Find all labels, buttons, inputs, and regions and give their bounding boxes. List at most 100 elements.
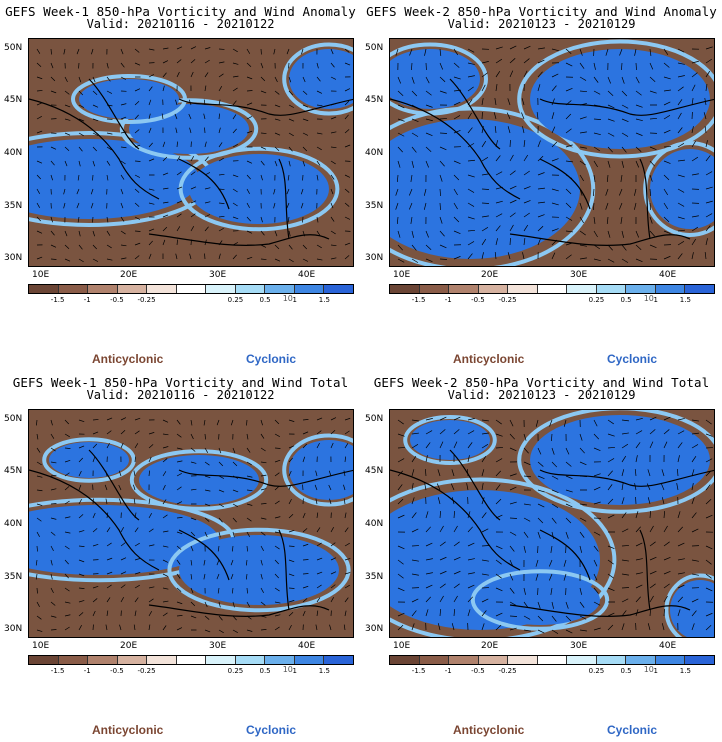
wind-arrow [36, 216, 42, 222]
wind-arrow [148, 624, 151, 631]
wind-arrow [593, 545, 599, 552]
wind-arrow [134, 48, 140, 53]
wind-arrow [120, 76, 127, 80]
wind-arrow [300, 188, 304, 195]
wind-arrow [677, 558, 685, 561]
wind-arrow [481, 252, 484, 260]
wind-arrow [148, 228, 155, 232]
wind-arrow [607, 470, 613, 477]
wind-arrow [230, 419, 234, 426]
wind-arrow [649, 117, 658, 120]
wind-arrow [176, 627, 183, 631]
wind-arrow [649, 570, 657, 575]
wind-arrow [634, 469, 637, 477]
wind-arrow [579, 615, 587, 620]
lat-label: 50N [4, 414, 23, 424]
wind-arrow [621, 545, 630, 547]
wind-arrow [537, 172, 545, 176]
wind-arrow [330, 174, 335, 180]
wind-arrow [148, 240, 153, 246]
wind-arrow [162, 458, 168, 463]
colorbar-tick: 1.5 [679, 296, 691, 304]
wind-arrow [663, 76, 671, 80]
wind-arrow [663, 556, 671, 561]
wind-arrow [120, 230, 126, 235]
wind-arrow [635, 244, 642, 250]
wind-arrow [218, 240, 223, 246]
wind-arrow [635, 542, 643, 547]
wind-arrow [92, 146, 98, 152]
wind-arrow [176, 433, 182, 438]
wind-arrow [190, 71, 194, 78]
wind-arrow [619, 188, 623, 196]
wind-arrow [246, 216, 251, 222]
wind-arrow [411, 76, 415, 84]
wind-arrow [204, 489, 211, 492]
wind-arrow [328, 484, 332, 491]
wind-arrow [605, 48, 609, 56]
wind-arrow [565, 503, 573, 508]
wind-arrow [344, 443, 349, 449]
wind-arrow [551, 615, 557, 622]
wind-arrow [134, 230, 141, 232]
wind-arrow [176, 239, 178, 246]
wind-arrow [120, 62, 125, 68]
wind-arrow [635, 258, 643, 262]
lat-label: 35N [365, 201, 384, 211]
wind-arrow [232, 531, 235, 538]
colorbar-tick: -1 [444, 296, 452, 304]
wind-arrow [106, 571, 113, 575]
wind-arrow [453, 115, 461, 120]
wind-arrow [411, 469, 415, 477]
wind-arrow [535, 419, 539, 427]
wind-arrow [507, 252, 511, 260]
wind-arrow [467, 112, 472, 120]
wind-arrow [77, 174, 80, 181]
wind-arrow [50, 244, 57, 248]
colorbar-swatch [265, 285, 295, 293]
wind-arrow [647, 623, 651, 631]
wind-arrow [705, 213, 713, 218]
wind-arrow [176, 156, 181, 162]
wind-arrow [397, 559, 404, 565]
colorbar-tick: -0.25 [137, 296, 156, 304]
wind-arrow [495, 545, 503, 550]
lon-label: 30E [209, 641, 227, 651]
wind-arrow [106, 104, 113, 107]
wind-arrow [148, 188, 155, 191]
wind-arrow [579, 131, 587, 134]
wind-arrow [453, 441, 458, 449]
colorbar-swatch [537, 656, 568, 664]
colorbar [389, 655, 715, 665]
wind-arrow [397, 258, 405, 263]
wind-arrow [64, 433, 70, 438]
wind-arrow [453, 101, 461, 106]
wind-arrow [343, 470, 346, 477]
wind-arrow [246, 76, 253, 80]
wind-arrow [593, 433, 600, 440]
wind-arrow [621, 118, 629, 123]
wind-arrow [439, 608, 442, 617]
wind-arrow [106, 512, 109, 519]
wind-arrow [90, 202, 94, 209]
wind-arrow [395, 202, 399, 210]
wind-arrow [302, 512, 306, 519]
panel-title: GEFS Week-2 850-hPa Vorticity and Wind A… [366, 4, 717, 19]
wind-arrow [316, 258, 323, 261]
wind-arrow [288, 484, 292, 491]
wind-arrow [439, 216, 443, 224]
wind-arrow [90, 188, 94, 195]
wind-arrow [344, 558, 351, 561]
wind-arrow [649, 429, 656, 435]
wind-arrow [76, 202, 80, 209]
wind-arrow [481, 497, 485, 505]
wind-arrow [579, 433, 583, 441]
wind-arrow [344, 527, 349, 533]
wind-arrow [507, 126, 511, 134]
wind-arrow [691, 598, 699, 603]
wind-arrow [396, 174, 399, 183]
legend-cyclonic: Cyclonic [246, 723, 297, 737]
wind-arrow [481, 140, 487, 148]
wind-arrow [245, 573, 248, 580]
wind-arrow [663, 129, 671, 134]
